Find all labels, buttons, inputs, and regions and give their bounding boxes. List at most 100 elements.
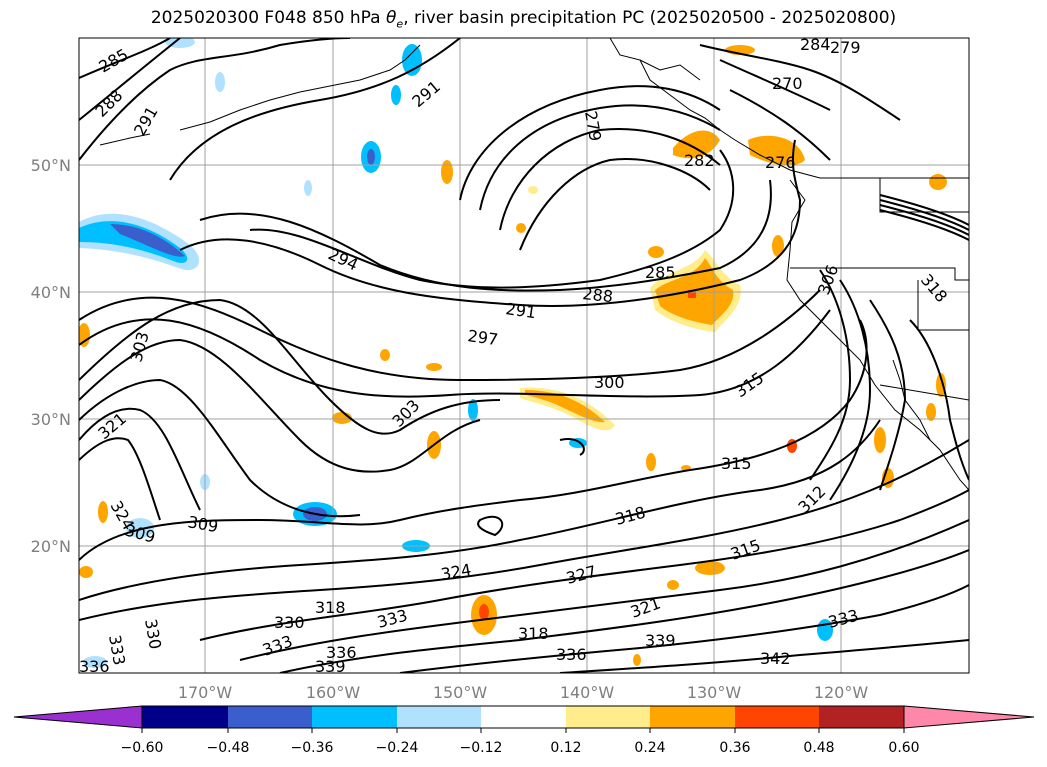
- precip-blob: [936, 373, 946, 397]
- precip-blob: [367, 149, 375, 165]
- precip-blob: [772, 235, 784, 257]
- contour-label: 339: [315, 657, 346, 676]
- contour-label: 336: [326, 643, 357, 662]
- colorbar-bin: [397, 706, 481, 728]
- contour-label: 336: [79, 657, 110, 676]
- contour-label: 300: [594, 373, 625, 392]
- contour-label: 279: [830, 38, 861, 57]
- contour-label: 291: [504, 299, 537, 322]
- contour-label: 339: [645, 631, 676, 650]
- colorbar-bin: [735, 706, 819, 728]
- colorbar-bin: [819, 706, 904, 728]
- precip-blob: [695, 561, 725, 575]
- lat-label: 40°N: [31, 283, 71, 302]
- colorbar-tick-label: 0.60: [888, 740, 919, 756]
- precip-blob-orange-band-core: [525, 390, 605, 423]
- precip-blob-dark-west: [110, 224, 185, 257]
- colorbar-tick-label: −0.60: [121, 740, 164, 756]
- precip-blob: [79, 323, 90, 347]
- contour-label: 315: [721, 454, 752, 473]
- contour-label: 330: [274, 613, 305, 632]
- colorbar-tick-label: 0.48: [803, 740, 834, 756]
- precip-blob: [391, 85, 401, 105]
- colorbar-bin: [566, 706, 650, 728]
- contour-labels: 285 288 291 291 279 282 270 284 279 276 …: [79, 35, 951, 676]
- colorbar: −0.60 −0.48 −0.36 −0.24 −0.12 0.12 0.24 …: [13, 705, 1035, 756]
- colorbar-tick-label: −0.12: [460, 740, 503, 756]
- lon-label: 140°W: [560, 683, 615, 702]
- contour-label: 297: [466, 326, 499, 349]
- contour-label: 284: [800, 35, 831, 54]
- theta-symbol: θ: [386, 8, 397, 28]
- colorbar-extend-min: [13, 705, 143, 729]
- gridlines: [79, 38, 969, 673]
- lon-label: 160°W: [306, 683, 361, 702]
- colorbar-tick-label: −0.48: [207, 740, 250, 756]
- theta-e-contours: [79, 38, 969, 673]
- precip-blob: [79, 566, 93, 578]
- lat-label: 30°N: [31, 410, 71, 429]
- contour-label: 270: [772, 74, 803, 93]
- lon-label: 130°W: [687, 683, 742, 702]
- lon-label: 120°W: [814, 683, 869, 702]
- title-suffix: , river basin precipitation PC (20250205…: [403, 8, 897, 28]
- colorbar-tick-label: 0.24: [634, 740, 665, 756]
- contour-label: 336: [556, 645, 587, 664]
- colorbar-bin: [142, 706, 228, 728]
- precip-blob: [98, 501, 108, 523]
- precip-blob: [479, 604, 489, 620]
- contour-label: 318: [518, 624, 549, 643]
- contour-label: 288: [582, 284, 614, 306]
- colorbar-ticks: [141, 728, 905, 733]
- precip-blob: [667, 580, 679, 590]
- lon-label: 170°W: [178, 683, 233, 702]
- map-title: 2025020300 F048 850 hPa θe, river basin …: [0, 8, 1047, 30]
- precip-blob: [83, 656, 107, 668]
- colorbar-bin: [650, 706, 735, 728]
- precip-blob: [648, 246, 664, 258]
- precip-blob: [926, 403, 936, 421]
- colorbar-tick-label: −0.24: [376, 740, 419, 756]
- precip-blob: [646, 453, 656, 471]
- contour-label: 285: [645, 263, 676, 282]
- precip-blob: [874, 427, 886, 453]
- precip-blob: [929, 174, 947, 190]
- precip-blob: [304, 180, 312, 196]
- lon-label: 150°W: [433, 683, 488, 702]
- precip-blob: [633, 654, 641, 666]
- colorbar-tick-label: 0.12: [550, 740, 581, 756]
- contour-label: 282: [684, 151, 715, 170]
- contour-label: 342: [760, 649, 791, 668]
- precip-blob-red: [688, 290, 696, 298]
- colorbar-frame: [141, 705, 905, 729]
- precip-blob: [126, 518, 154, 538]
- longitude-labels: 170°W 160°W 150°W 140°W 130°W 120°W: [178, 683, 869, 702]
- lat-label: 20°N: [31, 537, 71, 556]
- precip-blob: [468, 399, 478, 421]
- colorbar-extend-max: [903, 705, 1035, 729]
- contour-label: 276: [765, 153, 796, 172]
- colorbar-bin: [312, 706, 397, 728]
- precip-blob: [380, 349, 390, 361]
- theta-subscript: e: [396, 17, 404, 31]
- precip-blob-orange-nw: [673, 130, 720, 159]
- colorbar-bin: [228, 706, 312, 728]
- lat-label: 50°N: [31, 156, 71, 175]
- colorbar-bin: [481, 706, 566, 728]
- latitude-labels: 50°N 40°N 30°N 20°N: [31, 156, 71, 556]
- title-prefix: 2025020300 F048 850 hPa: [150, 8, 386, 28]
- plot-area: 285 288 291 291 279 282 270 284 279 276 …: [79, 35, 969, 676]
- precip-blob-orange-coast: [748, 135, 805, 166]
- contour-label: 318: [315, 598, 346, 617]
- precip-blob: [516, 223, 526, 233]
- precip-blob: [426, 363, 442, 371]
- precip-blob-blue-west-core: [79, 221, 188, 264]
- precip-blob: [165, 38, 195, 48]
- colorbar-tick-label: −0.36: [291, 740, 334, 756]
- precip-blob: [528, 186, 538, 194]
- precip-shading: [79, 38, 947, 668]
- colorbar-tick-label: 0.36: [719, 740, 750, 756]
- precip-blob: [215, 72, 225, 92]
- plot-frame: [78, 37, 970, 674]
